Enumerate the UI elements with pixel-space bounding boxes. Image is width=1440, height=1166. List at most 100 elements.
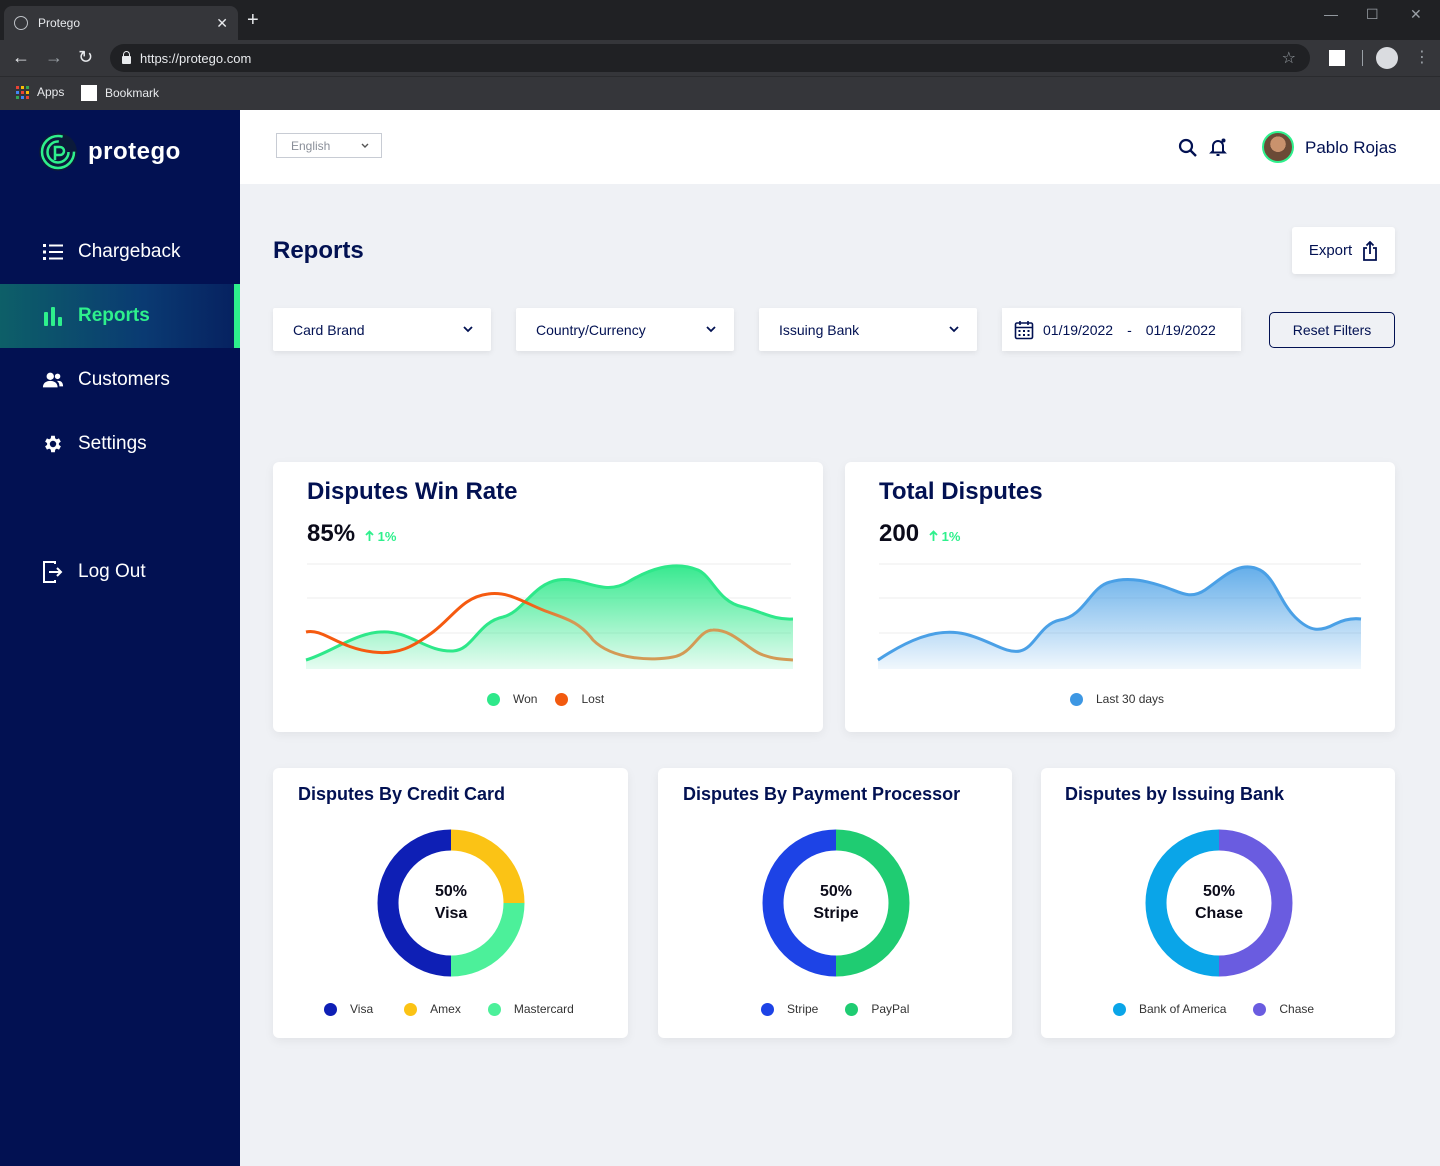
sidebar-item-customers[interactable]: Customers [0, 348, 240, 412]
legend-label: Visa [350, 1002, 374, 1016]
card-title: Disputes By Payment Processor [683, 784, 961, 804]
window-close-icon[interactable]: ✕ [1410, 6, 1422, 22]
search-icon[interactable] [1178, 138, 1198, 158]
legend-dot [555, 692, 569, 706]
sidebar-item-label: Settings [78, 433, 147, 454]
win-rate-chart [305, 563, 793, 669]
browser-profile-icon[interactable] [1376, 47, 1398, 69]
card-title: Disputes Win Rate [307, 478, 518, 505]
sidebar-item-reports[interactable]: Reports [0, 284, 240, 348]
bookmark-page-icon [81, 85, 97, 101]
legend-item-visa[interactable]: Visa [324, 1002, 373, 1016]
legend-item-last-30-days[interactable]: Last 30 days [1070, 692, 1164, 706]
donut-center-pct: 50% [434, 883, 468, 900]
browser-menu-icon[interactable]: ⋮ [1414, 49, 1430, 66]
url-text: https://protego.com [140, 50, 252, 66]
legend-item-paypal[interactable]: PayPal [845, 1002, 909, 1016]
delta-value: 1% [941, 529, 961, 544]
won-area [306, 565, 793, 669]
legend-dot [487, 692, 500, 706]
card-brand-filter[interactable]: Card Brand [273, 308, 491, 351]
export-button[interactable]: Export [1292, 227, 1395, 274]
bookmark-star-icon[interactable]: ☆ [1281, 50, 1296, 67]
donut-center-name: Chase [1194, 905, 1244, 922]
donut-center-label: 50% Chase [1145, 829, 1293, 977]
forward-arrow-icon[interactable]: → [45, 47, 63, 67]
date-to[interactable]: 01/19/2022 [1145, 321, 1216, 338]
minimize-icon[interactable]: — [1324, 6, 1338, 22]
donut-segment-paypal [835, 829, 910, 977]
bookmark-item[interactable]: Bookmark [81, 85, 159, 101]
legend-dot [1070, 692, 1083, 706]
legend-item-amex[interactable]: Amex [404, 1002, 461, 1016]
maximize-icon[interactable]: ☐ [1366, 6, 1379, 22]
sidebar-item-settings[interactable]: Settings [0, 412, 240, 476]
win-rate-card: Disputes Win Rate 85% 1% [273, 462, 823, 732]
legend-item-bank-of-america[interactable]: Bank of America [1113, 1002, 1226, 1016]
chevron-down-icon [949, 326, 959, 333]
total-disputes-chart [877, 563, 1362, 669]
legend-item-chase[interactable]: Chase [1253, 1002, 1314, 1016]
legend-dot [761, 1002, 774, 1016]
issuing-bank-donut-chart [1145, 829, 1293, 977]
legend-item-won[interactable]: Won [487, 692, 537, 706]
extension-icon[interactable] [1329, 50, 1345, 66]
user-name[interactable]: Pablo Rojas [1305, 138, 1397, 157]
browser-tab[interactable]: Protego ✕ [4, 6, 238, 40]
back-arrow-icon[interactable]: ← [12, 47, 30, 67]
payment-processor-donut-chart [762, 829, 910, 977]
language-select[interactable]: English [276, 133, 382, 158]
legend-item-stripe[interactable]: Stripe [761, 1002, 818, 1016]
brand-logo[interactable]: protego [38, 132, 181, 172]
bookmarks-bar: Apps Bookmark [0, 76, 1440, 110]
tab-title: Protego [38, 16, 81, 30]
logout-icon [42, 561, 64, 583]
avatar[interactable] [1262, 131, 1294, 163]
arrow-up-icon [929, 530, 938, 541]
country-currency-filter[interactable]: Country/Currency [516, 308, 734, 351]
filter-label: Issuing Bank [779, 321, 860, 338]
credit-card-donut-chart [377, 829, 525, 977]
notification-bell-icon[interactable] [1208, 137, 1228, 157]
legend-dot [404, 1002, 418, 1016]
brand-name: protego [88, 138, 181, 165]
legend-item-lost[interactable]: Lost [555, 692, 604, 706]
win-rate-legend: Won Lost [478, 692, 613, 706]
reset-filters-button[interactable]: Reset Filters [1269, 312, 1395, 348]
sidebar-item-label: Reports [78, 305, 150, 326]
tab-close-icon[interactable]: ✕ [216, 14, 228, 31]
legend-label: Last 30 days [1096, 692, 1165, 706]
donut-segment-bank-of-america [1145, 829, 1220, 977]
sidebar-item-chargeback[interactable]: Chargeback [0, 220, 240, 284]
payment-processor-donut-card: Disputes By Payment Processor 50% Stripe… [658, 768, 1012, 1038]
legend-label: Mastercard [513, 1002, 574, 1016]
sidebar-item-label: Chargeback [78, 241, 181, 262]
chevron-down-icon [361, 143, 369, 148]
users-icon [42, 369, 64, 391]
last-30-days-area [878, 566, 1361, 669]
total-disputes-metric: 200 1% [879, 520, 960, 548]
legend-item-mastercard[interactable]: Mastercard [487, 1002, 574, 1016]
new-tab-icon[interactable]: + [247, 9, 259, 31]
filter-label: Card Brand [293, 321, 365, 338]
donut-center-name: Stripe [813, 905, 859, 922]
card-title: Disputes by Issuing Bank [1065, 784, 1285, 804]
date-from[interactable]: 01/19/2022 [1043, 321, 1114, 338]
chevron-down-icon [463, 326, 473, 333]
apps-grid-icon [16, 85, 29, 99]
card-title: Total Disputes [879, 478, 1043, 505]
bookmark-apps[interactable]: Apps [16, 85, 64, 99]
reload-icon[interactable]: ↻ [78, 47, 94, 67]
delta-value: 1% [377, 529, 397, 544]
date-separator: - [1127, 321, 1132, 338]
logout-button[interactable]: Log Out [0, 540, 240, 604]
issuing-bank-filter[interactable]: Issuing Bank [759, 308, 977, 351]
address-bar[interactable]: https://protego.com ☆ [110, 44, 1310, 72]
date-range-filter[interactable]: 01/19/2022 - 01/19/2022 [1002, 308, 1241, 351]
donut-segment-stripe [762, 829, 837, 977]
win-rate-metric: 85% 1% [307, 520, 396, 548]
metric-delta: 1% [365, 529, 396, 544]
card-title: Disputes By Credit Card [298, 784, 506, 804]
export-label: Export [1308, 242, 1353, 259]
browser-tab-strip: Protego ✕ + — ☐ ✕ [0, 0, 1440, 40]
